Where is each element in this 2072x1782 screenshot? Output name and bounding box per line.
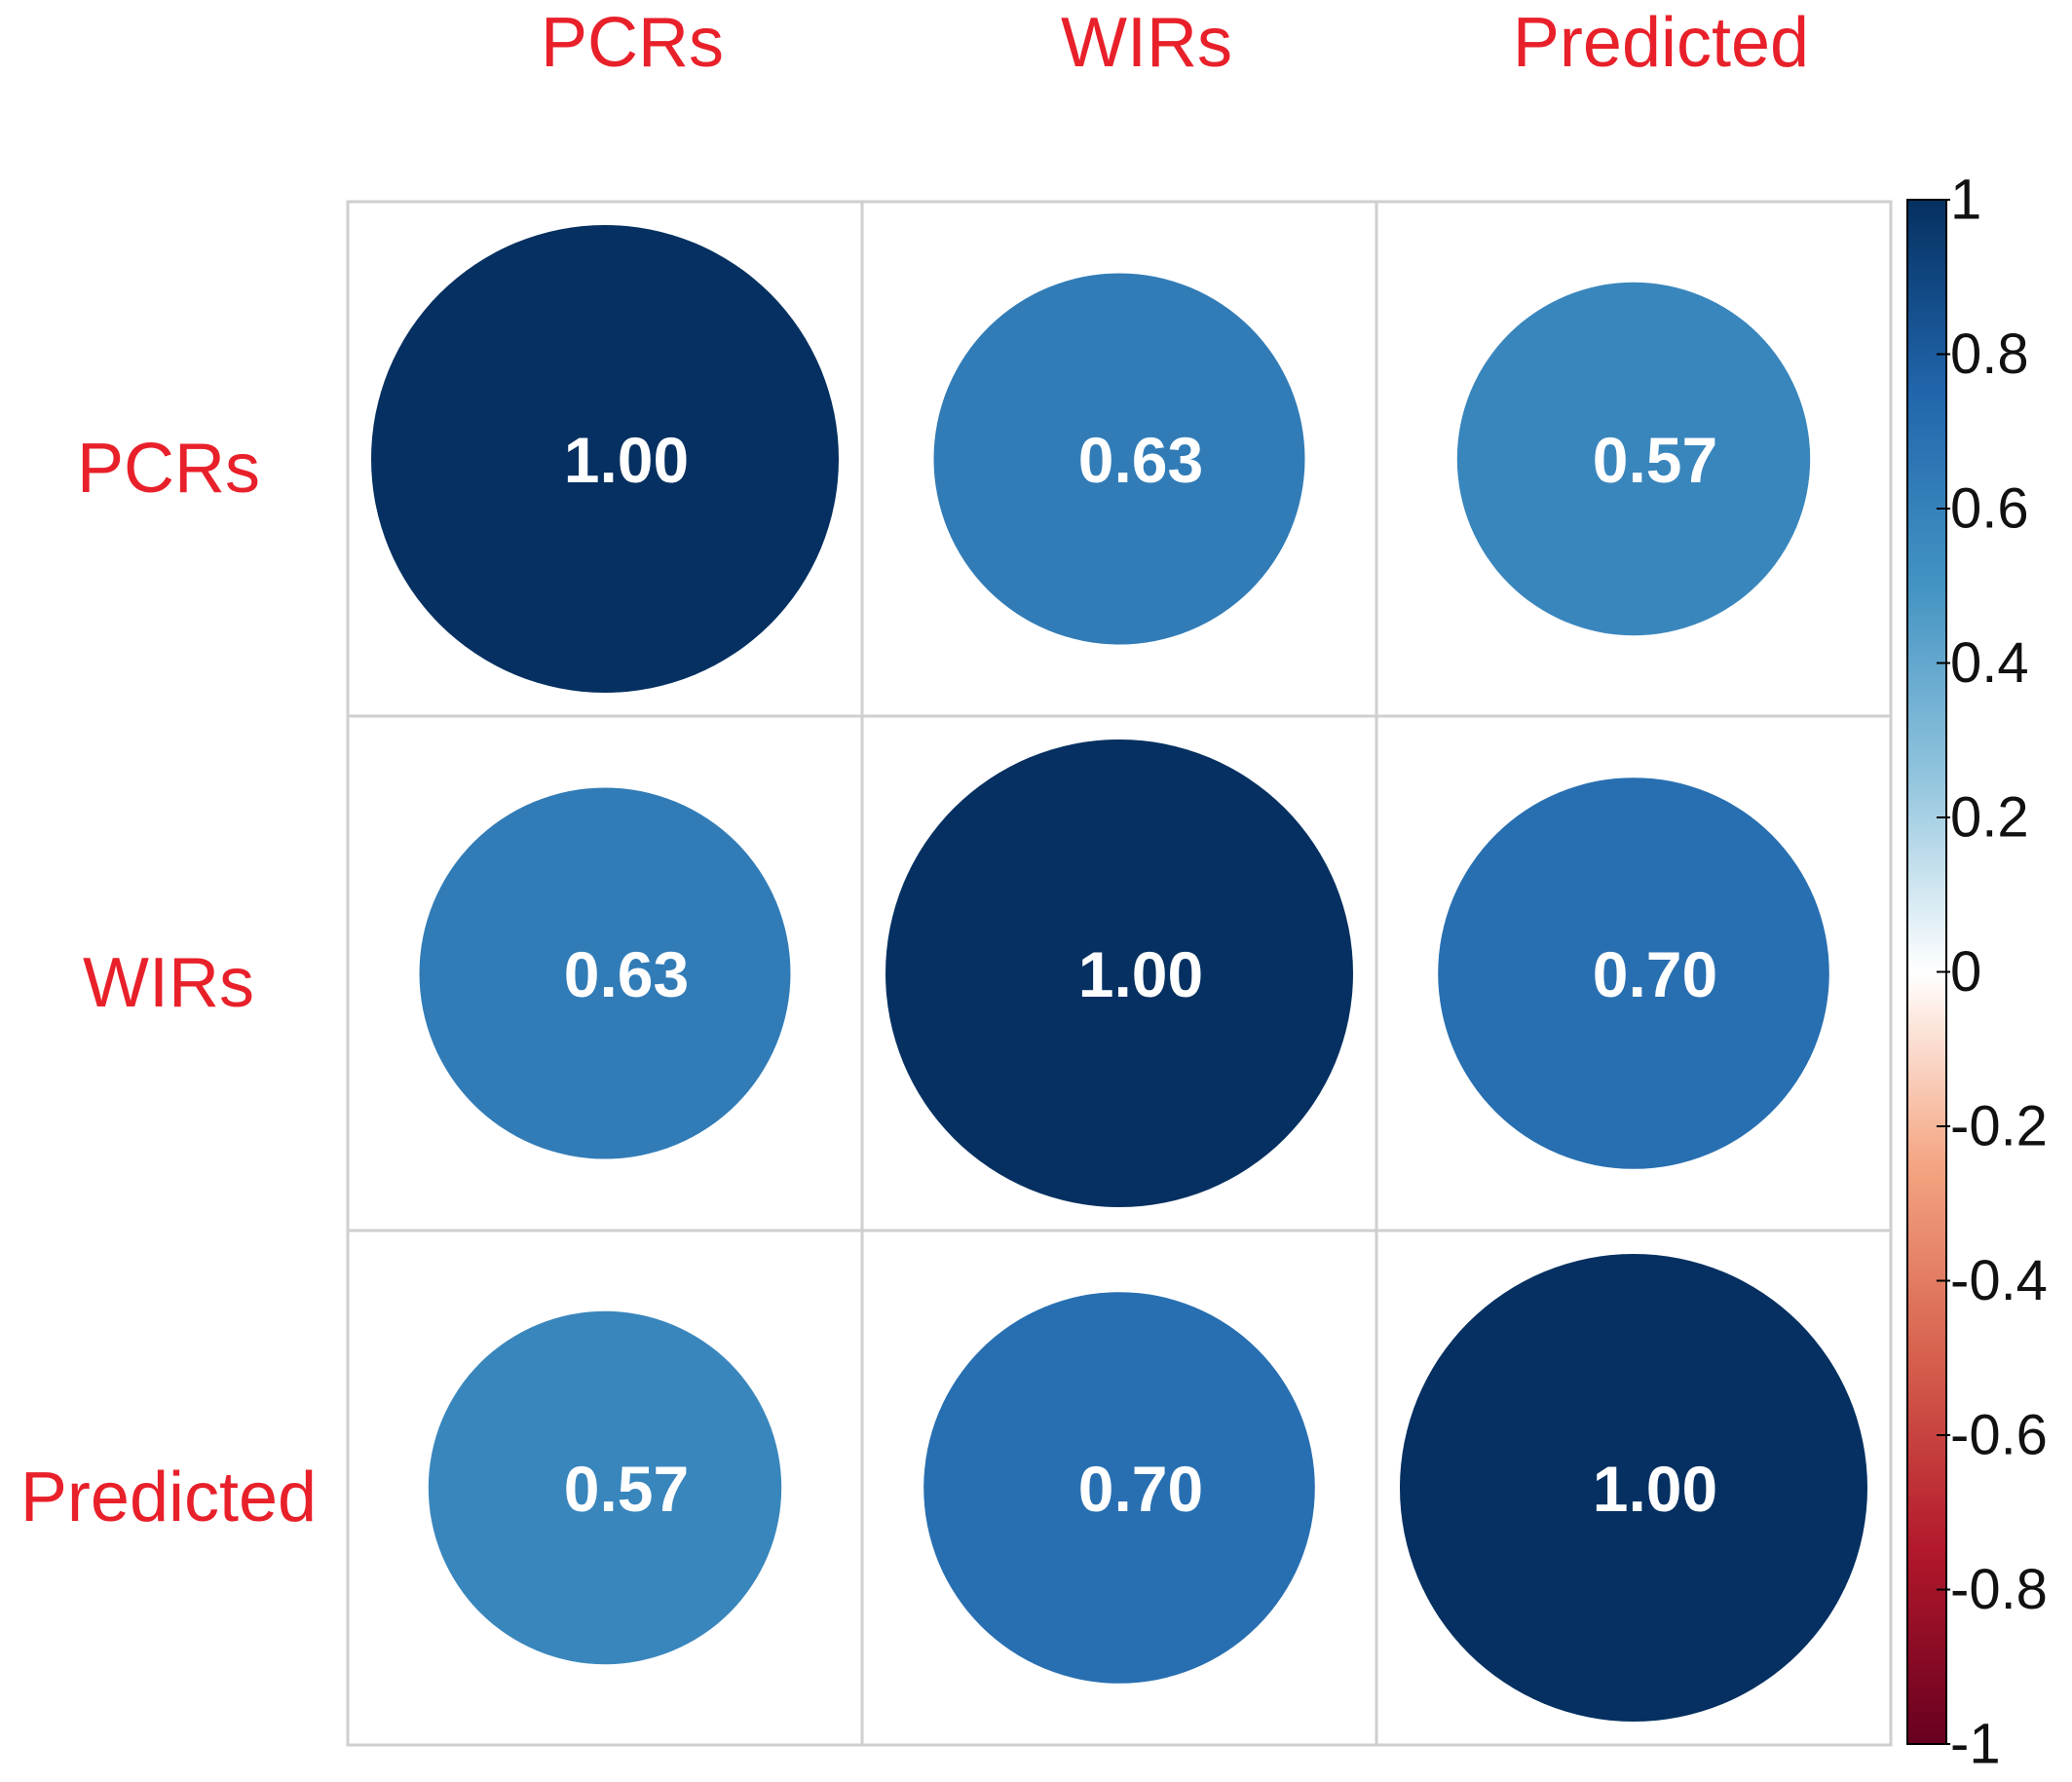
colorbar-tick-label: -1	[1950, 1713, 2001, 1776]
correlation-circle-PCRs-PCRs	[371, 225, 839, 693]
correlation-value-WIRs-PCRs: 0.63	[564, 938, 689, 1010]
colorbar-tick-label: 1	[1950, 169, 1981, 232]
correlation-value-Predicted-WIRs: 0.70	[1078, 1453, 1203, 1525]
colorbar-tick-label: -0.8	[1950, 1558, 2048, 1621]
correlation-circle-WIRs-Predicted	[1438, 777, 1829, 1169]
colorbar-tick-label: -0.4	[1950, 1249, 2048, 1312]
correlation-circle-PCRs-Predicted	[1456, 282, 1811, 636]
column-label-Predicted: Predicted	[1513, 4, 1809, 82]
grid-cell-2-2	[1375, 1229, 1893, 1747]
correlation-value-PCRs-PCRs: 1.00	[564, 424, 689, 496]
correlation-circle-WIRs-WIRs	[885, 739, 1353, 1207]
colorbar-tick-label: -0.6	[1950, 1404, 2048, 1467]
correlation-values: 1.00 0.63 0.57 0.63 1.00 0.70 0.57 0.70 1.00	[564, 424, 1717, 1525]
grid	[346, 200, 1893, 1747]
column-label-PCRs: PCRs	[541, 4, 724, 82]
correlation-value-PCRs-Predicted: 0.57	[1593, 424, 1717, 496]
correlation-circle-WIRs-PCRs	[419, 787, 791, 1159]
column-label-WIRs: WIRs	[1061, 4, 1232, 82]
colorbar-tick-label: 0.8	[1950, 322, 2029, 386]
row-label-Predicted: Predicted	[20, 1459, 317, 1536]
correlation-value-Predicted-PCRs: 0.57	[564, 1453, 689, 1525]
correlation-value-Predicted-Predicted: 1.00	[1593, 1453, 1717, 1525]
colorbar-tick-label: 0	[1950, 940, 1981, 1004]
colorbar-tick-label: 0.4	[1950, 631, 2029, 695]
colorbar-tick-label: 0.2	[1950, 786, 2029, 850]
correlation-value-WIRs-Predicted: 0.70	[1593, 938, 1717, 1010]
correlation-circle-Predicted-PCRs	[428, 1310, 782, 1665]
variable-labels: PCRs WIRs Predicted PCRs WIRs Predicted	[20, 4, 1809, 1536]
correlation-value-PCRs-WIRs: 0.63	[1078, 424, 1203, 496]
correlation-value-WIRs-WIRs: 1.00	[1078, 938, 1203, 1010]
row-label-WIRs: WIRs	[83, 944, 254, 1022]
colorbar-tick-label: -0.2	[1950, 1095, 2048, 1158]
correlation-circles	[371, 225, 1867, 1722]
correlation-circle-Predicted-Predicted	[1400, 1254, 1867, 1722]
colorbar-tick-label: 0.6	[1950, 477, 2029, 541]
colorbar: 1 0.8 0.6 0.4 0.2 0 -0.2 -0.4 -0.6 -0.8 -1	[1906, 169, 2048, 1776]
correlation-circle-PCRs-WIRs	[933, 273, 1305, 645]
row-label-PCRs: PCRs	[77, 430, 260, 508]
correlation-circle-Predicted-WIRs	[923, 1292, 1315, 1684]
